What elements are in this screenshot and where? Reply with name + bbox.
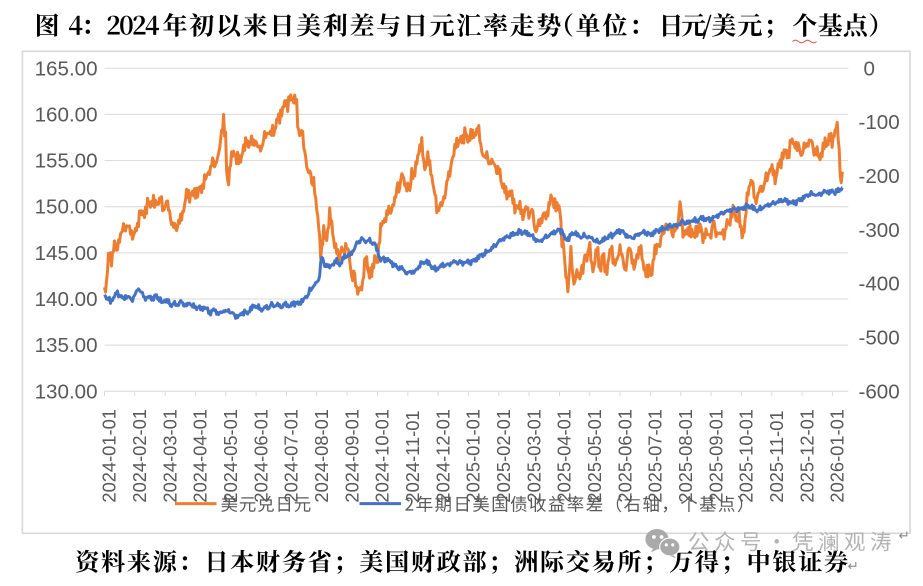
svg-text:-200: -200 (859, 165, 900, 188)
svg-text:140.00: 140.00 (35, 288, 98, 311)
svg-text:145.00: 145.00 (35, 242, 98, 265)
svg-text:2025-07-01: 2025-07-01 (645, 409, 666, 503)
svg-text:↵: ↵ (848, 559, 859, 574)
svg-text:2025-12-01: 2025-12-01 (796, 409, 817, 503)
svg-text:2024-10-01: 2024-10-01 (372, 409, 393, 503)
svg-text:2025-11-01: 2025-11-01 (766, 410, 787, 502)
svg-text:-400: -400 (859, 273, 900, 296)
svg-text:2025-01-01: 2025-01-01 (463, 409, 484, 503)
svg-text:2024-08-01: 2024-08-01 (311, 409, 332, 503)
svg-text:-300: -300 (859, 219, 900, 242)
svg-text:2025-06-01: 2025-06-01 (614, 409, 635, 503)
svg-text:-600: -600 (859, 380, 900, 403)
svg-text:160.00: 160.00 (35, 103, 98, 126)
svg-text:-500: -500 (859, 327, 900, 350)
svg-text:2025-09-01: 2025-09-01 (705, 409, 726, 503)
svg-text:2025-04-01: 2025-04-01 (554, 409, 575, 503)
svg-text:2024-11-01: 2024-11-01 (402, 410, 423, 502)
svg-text:2026-01-01: 2026-01-01 (827, 409, 848, 503)
svg-text:135.00: 135.00 (35, 334, 98, 357)
svg-text:↵: ↵ (899, 528, 910, 543)
svg-text:130.00: 130.00 (35, 380, 98, 403)
svg-text:150.00: 150.00 (35, 196, 98, 219)
svg-text:2024-01-01: 2024-01-01 (99, 409, 120, 503)
svg-text:2024-06-01: 2024-06-01 (250, 409, 271, 503)
svg-text:2025-02-01: 2025-02-01 (493, 409, 514, 503)
svg-text:165.00: 165.00 (35, 57, 98, 80)
svg-text:2024-09-01: 2024-09-01 (341, 409, 362, 503)
svg-text:2025-03-01: 2025-03-01 (523, 409, 544, 503)
svg-text:2024-03-01: 2024-03-01 (159, 409, 180, 503)
svg-text:2024-12-01: 2024-12-01 (432, 409, 453, 503)
svg-text:2024-05-01: 2024-05-01 (220, 409, 241, 503)
svg-text:2024-07-01: 2024-07-01 (281, 409, 302, 503)
svg-text:2025-05-01: 2025-05-01 (584, 409, 605, 503)
svg-text:0: 0 (864, 57, 875, 80)
svg-text:2025-08-01: 2025-08-01 (675, 409, 696, 503)
svg-text:155.00: 155.00 (35, 150, 98, 173)
svg-text:2024-02-01: 2024-02-01 (129, 409, 150, 503)
svg-text:2024-04-01: 2024-04-01 (190, 409, 211, 503)
svg-text:-100: -100 (859, 111, 900, 134)
svg-text:2025-10-01: 2025-10-01 (736, 409, 757, 503)
